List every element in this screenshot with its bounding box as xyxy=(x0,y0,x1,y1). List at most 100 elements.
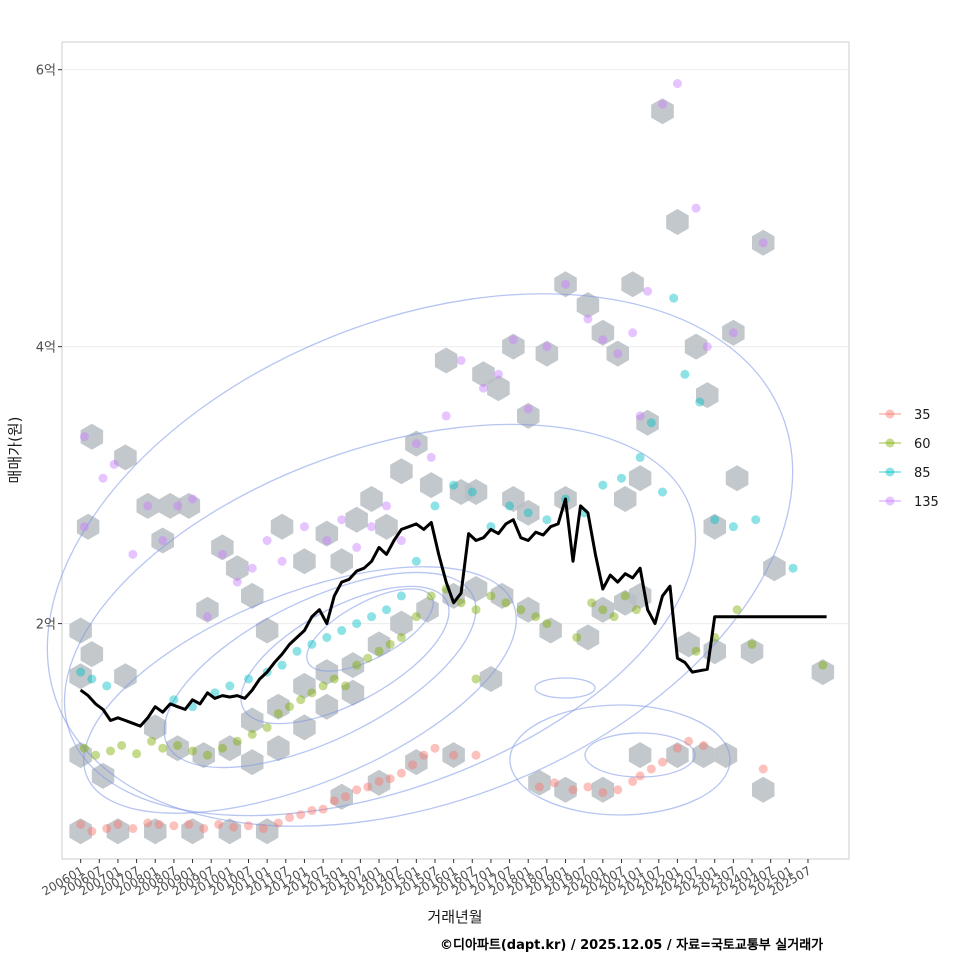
hexbin xyxy=(666,209,689,235)
point-135 xyxy=(441,411,451,421)
point-60 xyxy=(307,688,317,698)
point-60 xyxy=(217,743,227,753)
point-60 xyxy=(691,646,701,656)
point-135 xyxy=(143,501,153,511)
point-35 xyxy=(87,826,97,836)
hexbin xyxy=(330,548,353,575)
point-35 xyxy=(113,819,123,829)
hexbin xyxy=(226,555,249,582)
point-60 xyxy=(247,729,257,739)
point-85 xyxy=(680,369,690,379)
hexbin xyxy=(591,596,615,623)
point-35 xyxy=(352,785,362,795)
hexbin xyxy=(330,783,353,810)
point-85 xyxy=(430,501,440,511)
point-35 xyxy=(699,740,709,750)
hexbin xyxy=(255,617,279,644)
hexbin xyxy=(628,742,652,769)
point-135 xyxy=(561,279,571,289)
point-60 xyxy=(105,746,115,756)
point-60 xyxy=(158,743,168,753)
legend-key-point xyxy=(885,438,895,448)
hexbin xyxy=(367,631,391,658)
contour xyxy=(509,704,731,816)
hexbin xyxy=(293,548,316,575)
point-60 xyxy=(340,681,350,691)
y-tick-label: 4억 xyxy=(36,341,56,356)
point-60 xyxy=(396,632,406,642)
hexbin xyxy=(528,769,551,796)
hexbin xyxy=(763,555,786,582)
point-135 xyxy=(598,335,608,345)
point-135 xyxy=(758,238,768,248)
point-60 xyxy=(471,605,481,615)
point-85 xyxy=(695,397,705,407)
hexbin xyxy=(591,776,615,803)
contour xyxy=(584,732,696,778)
hexbin xyxy=(405,749,428,776)
point-35 xyxy=(449,750,459,760)
hexbin xyxy=(740,638,764,665)
hexbin xyxy=(360,486,383,512)
y-axis-ticks: 2억 4억 6억 xyxy=(36,64,62,633)
point-135 xyxy=(542,342,552,352)
hexbin xyxy=(177,492,201,519)
hexbin xyxy=(464,479,488,505)
point-135 xyxy=(352,542,362,552)
hexbin xyxy=(628,465,652,492)
point-60 xyxy=(132,749,142,759)
point-85 xyxy=(411,556,421,566)
hexbin xyxy=(315,659,339,686)
point-35 xyxy=(154,819,164,829)
point-35 xyxy=(658,757,668,767)
point-135 xyxy=(628,328,638,338)
hexbin xyxy=(375,513,398,540)
hexbin xyxy=(811,659,835,686)
point-35 xyxy=(534,782,544,792)
hexbin xyxy=(80,641,104,668)
point-35 xyxy=(385,774,395,784)
point-135 xyxy=(396,536,406,546)
point-35 xyxy=(684,736,694,746)
point-85 xyxy=(102,681,112,691)
point-35 xyxy=(583,782,593,792)
point-35 xyxy=(363,782,373,792)
point-85 xyxy=(523,508,533,518)
contour xyxy=(46,293,794,827)
point-135 xyxy=(232,577,242,587)
point-135 xyxy=(128,549,138,559)
point-135 xyxy=(247,563,257,573)
point-135 xyxy=(691,203,701,213)
point-35 xyxy=(598,788,608,798)
point-85 xyxy=(277,660,287,670)
hexbin xyxy=(434,347,458,374)
legend-key-point xyxy=(885,409,895,419)
point-60 xyxy=(486,591,496,601)
hexbin xyxy=(211,534,234,561)
point-60 xyxy=(587,598,597,608)
point-35 xyxy=(758,764,768,774)
hexbin xyxy=(487,375,510,402)
point-35 xyxy=(102,824,112,834)
point-60 xyxy=(262,722,272,732)
point-85 xyxy=(322,632,332,642)
hexbin xyxy=(464,576,488,602)
point-85 xyxy=(381,605,391,615)
point-135 xyxy=(98,473,108,483)
point-35 xyxy=(273,818,283,828)
point-60 xyxy=(542,619,552,629)
point-35 xyxy=(143,818,153,828)
point-135 xyxy=(728,328,738,338)
point-135 xyxy=(79,522,89,532)
hexbin xyxy=(390,610,413,637)
point-60 xyxy=(516,605,526,615)
hexbin xyxy=(80,423,104,450)
hexbin xyxy=(158,492,182,519)
hexbin xyxy=(752,776,775,803)
point-60 xyxy=(79,743,89,753)
hexbin xyxy=(114,444,137,471)
point-35 xyxy=(76,819,86,829)
point-135 xyxy=(217,549,227,559)
point-60 xyxy=(329,674,339,684)
